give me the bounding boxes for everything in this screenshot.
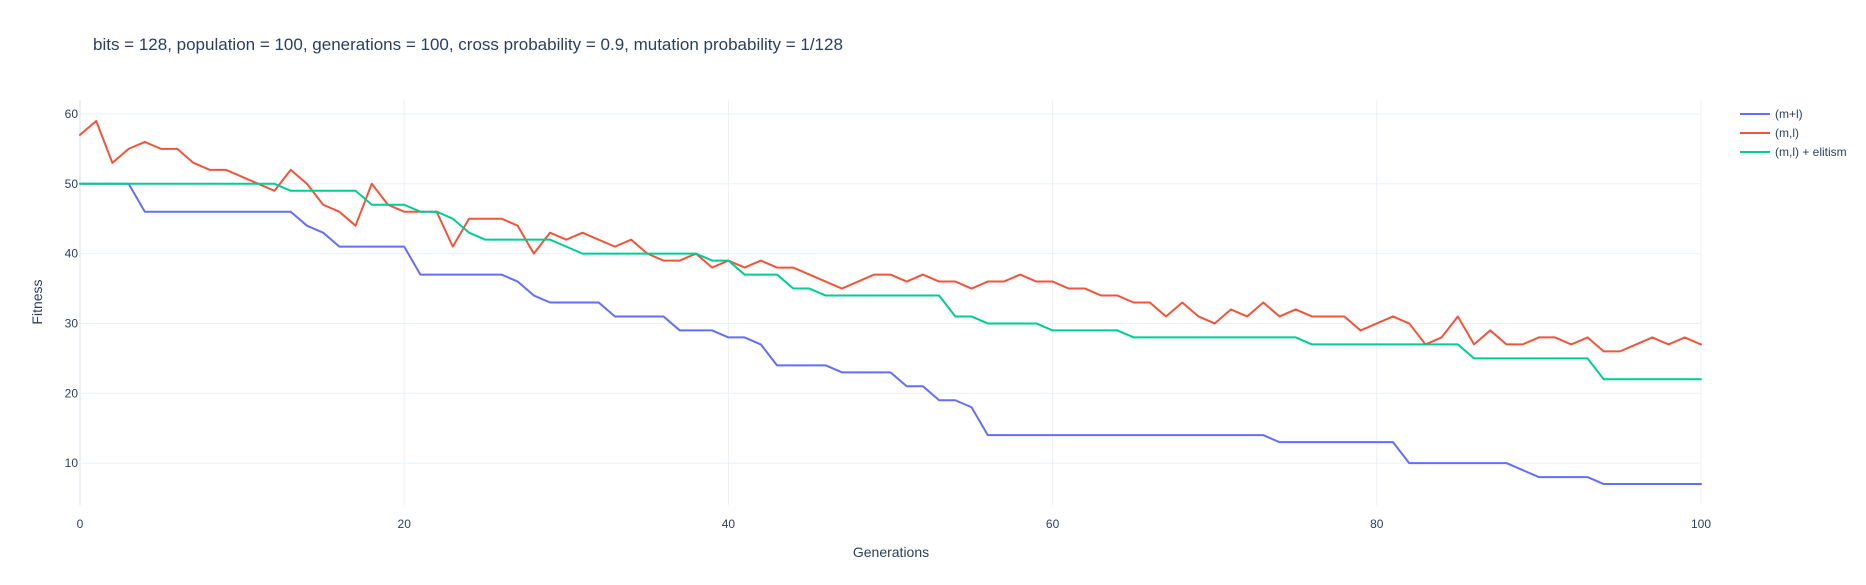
grid	[79, 100, 1702, 505]
y-tick-label: 20	[65, 386, 79, 400]
y-tick-label: 40	[65, 247, 79, 261]
legend[interactable]: (m+l) (m,l) (m,l) + elitism	[1740, 107, 1847, 159]
plot-area	[79, 119, 1702, 486]
x-tick-label: 60	[1046, 517, 1060, 531]
legend-label: (m,l)	[1775, 126, 1799, 140]
x-tick-label: 80	[1370, 517, 1384, 531]
series-line-1	[79, 182, 1702, 486]
series-line-3	[79, 182, 1702, 381]
x-axis-ticks: 0 20 40 60 80 100	[77, 517, 1712, 531]
x-tick-label: 100	[1691, 517, 1711, 531]
y-tick-label: 10	[65, 456, 79, 470]
y-axis-ticks: 10 20 30 40 50 60	[65, 107, 79, 470]
legend-item[interactable]: (m,l)	[1740, 126, 1799, 140]
y-tick-label: 50	[65, 177, 79, 191]
chart-title: bits = 128, population = 100, generation…	[93, 35, 843, 54]
legend-item[interactable]: (m+l)	[1740, 107, 1803, 121]
series-line-2	[79, 119, 1702, 353]
x-tick-label: 40	[722, 517, 736, 531]
y-tick-label: 60	[65, 107, 79, 121]
x-axis-title: Generations	[853, 544, 929, 560]
legend-label: (m,l) + elitism	[1775, 145, 1847, 159]
legend-item[interactable]: (m,l) + elitism	[1740, 145, 1847, 159]
y-axis-title: Fitness	[29, 279, 45, 324]
legend-label: (m+l)	[1775, 107, 1803, 121]
y-tick-label: 30	[65, 316, 79, 330]
x-tick-label: 20	[398, 517, 412, 531]
x-tick-label: 0	[77, 517, 84, 531]
